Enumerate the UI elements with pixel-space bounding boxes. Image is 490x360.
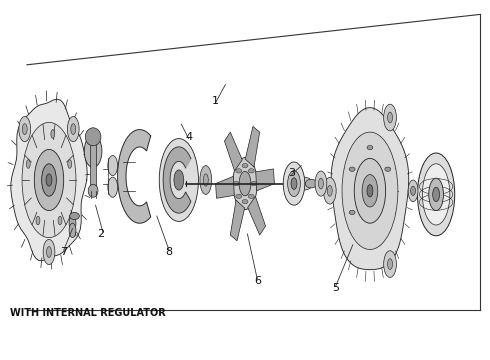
- Ellipse shape: [384, 104, 396, 131]
- Ellipse shape: [69, 223, 76, 238]
- Ellipse shape: [384, 251, 396, 278]
- Ellipse shape: [239, 171, 251, 196]
- Ellipse shape: [417, 153, 455, 236]
- Ellipse shape: [26, 160, 30, 168]
- Ellipse shape: [43, 239, 55, 265]
- Ellipse shape: [69, 216, 76, 230]
- Ellipse shape: [305, 179, 317, 188]
- Ellipse shape: [388, 112, 392, 123]
- Ellipse shape: [58, 216, 62, 225]
- Ellipse shape: [315, 171, 327, 196]
- Ellipse shape: [233, 181, 239, 186]
- Ellipse shape: [47, 247, 51, 257]
- Ellipse shape: [291, 178, 297, 189]
- Ellipse shape: [349, 210, 355, 215]
- Ellipse shape: [88, 184, 98, 197]
- Text: WITH INTERNAL REGULATOR: WITH INTERNAL REGULATOR: [10, 308, 166, 318]
- Ellipse shape: [51, 130, 55, 138]
- Bar: [90, 144, 96, 191]
- Ellipse shape: [248, 194, 254, 198]
- Ellipse shape: [200, 166, 212, 194]
- Ellipse shape: [68, 160, 72, 168]
- Text: 1: 1: [212, 96, 219, 106]
- Ellipse shape: [349, 167, 355, 171]
- Ellipse shape: [287, 177, 301, 190]
- Polygon shape: [230, 200, 245, 241]
- Ellipse shape: [84, 135, 102, 167]
- Ellipse shape: [362, 175, 378, 207]
- Ellipse shape: [433, 187, 440, 202]
- Ellipse shape: [236, 169, 242, 173]
- Text: 5: 5: [332, 283, 339, 293]
- Polygon shape: [163, 147, 191, 213]
- Ellipse shape: [108, 156, 118, 176]
- Ellipse shape: [108, 177, 118, 197]
- Ellipse shape: [22, 122, 76, 238]
- Ellipse shape: [71, 124, 75, 135]
- Ellipse shape: [283, 162, 305, 205]
- Ellipse shape: [288, 171, 300, 197]
- Ellipse shape: [70, 212, 79, 220]
- Text: 6: 6: [254, 276, 261, 286]
- Ellipse shape: [411, 186, 416, 195]
- Ellipse shape: [323, 177, 336, 204]
- Ellipse shape: [34, 149, 64, 211]
- Ellipse shape: [327, 185, 332, 196]
- Polygon shape: [256, 169, 274, 191]
- Ellipse shape: [42, 164, 56, 196]
- Ellipse shape: [242, 199, 248, 204]
- Ellipse shape: [422, 164, 450, 225]
- Ellipse shape: [295, 177, 313, 190]
- Polygon shape: [118, 130, 151, 223]
- Ellipse shape: [367, 185, 373, 197]
- Text: 3: 3: [288, 168, 295, 178]
- Ellipse shape: [242, 163, 248, 168]
- Ellipse shape: [367, 145, 373, 150]
- Ellipse shape: [233, 158, 257, 210]
- Ellipse shape: [429, 178, 443, 211]
- Polygon shape: [224, 132, 242, 171]
- Text: 4: 4: [185, 132, 192, 142]
- Text: 8: 8: [166, 247, 172, 257]
- Polygon shape: [216, 176, 234, 198]
- Ellipse shape: [354, 158, 386, 223]
- Ellipse shape: [236, 194, 242, 198]
- Polygon shape: [11, 99, 87, 261]
- Text: 7: 7: [60, 247, 67, 257]
- Polygon shape: [248, 196, 266, 235]
- Polygon shape: [245, 126, 260, 167]
- Ellipse shape: [342, 132, 398, 249]
- Ellipse shape: [67, 117, 79, 142]
- Ellipse shape: [251, 181, 257, 186]
- Ellipse shape: [388, 259, 392, 270]
- Ellipse shape: [385, 167, 391, 171]
- Ellipse shape: [203, 174, 208, 186]
- Text: 2: 2: [97, 229, 104, 239]
- Ellipse shape: [159, 139, 198, 221]
- Ellipse shape: [85, 128, 101, 146]
- Ellipse shape: [23, 124, 27, 135]
- Ellipse shape: [46, 174, 52, 186]
- Ellipse shape: [19, 117, 31, 142]
- Polygon shape: [331, 108, 409, 270]
- Ellipse shape: [36, 216, 40, 225]
- Ellipse shape: [174, 170, 184, 190]
- Ellipse shape: [318, 178, 323, 189]
- Ellipse shape: [408, 180, 418, 202]
- Ellipse shape: [248, 169, 254, 173]
